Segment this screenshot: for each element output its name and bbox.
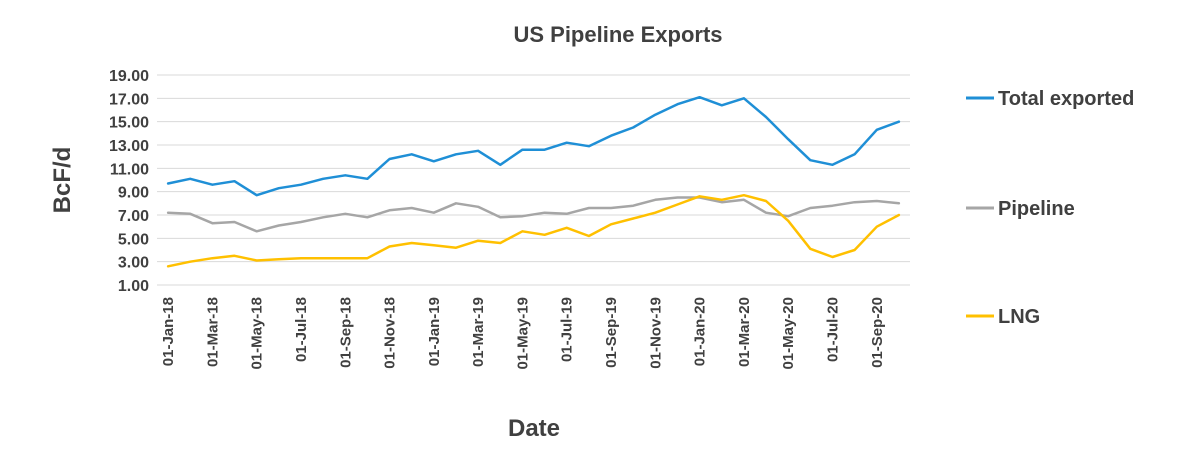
legend: Total exported Pipeline LNG [966, 88, 1134, 328]
x-tick-label: 01-Mar-19 [470, 297, 487, 367]
y-tick-label: 5.00 [118, 231, 149, 248]
x-tick-label: 01-Mar-18 [204, 297, 221, 367]
chart-title: US Pipeline Exports [513, 22, 722, 47]
x-axis-label: Date [508, 415, 560, 442]
x-tick-label: 01-May-19 [514, 297, 531, 370]
gridlines [157, 74, 910, 286]
y-tick-label: 19.00 [109, 68, 149, 85]
x-tick-label: 01-Jul-19 [559, 297, 576, 362]
y-axis-label: BcF/d [49, 147, 76, 214]
y-tick-label: 1.00 [118, 278, 149, 295]
x-tick-label: 01-Jan-18 [160, 297, 177, 366]
series-line-total-exported [166, 95, 901, 197]
legend-label-pipeline: Pipeline [998, 198, 1075, 220]
series-lines [166, 95, 901, 268]
x-tick-label: 01-May-20 [780, 297, 797, 370]
y-tick-label: 17.00 [109, 91, 149, 108]
y-tick-label: 13.00 [109, 138, 149, 155]
x-tick-label: 01-Sep-18 [337, 297, 354, 368]
x-tick-label: 01-Nov-19 [647, 297, 664, 369]
y-tick-label: 3.00 [118, 255, 149, 272]
x-tick-label: 01-Mar-20 [736, 297, 753, 367]
y-tick-label: 9.00 [118, 185, 149, 202]
series-line-lng [166, 193, 901, 268]
x-tick-label: 01-May-18 [249, 297, 266, 370]
legend-label-total-exported: Total exported [998, 88, 1134, 110]
y-tick-label: 7.00 [118, 208, 149, 225]
x-tick-label: 01-Jul-18 [293, 297, 310, 362]
x-tick-label: 01-Jan-20 [692, 297, 709, 366]
y-axis-ticks: 1.00 3.00 5.00 7.00 9.00 11.00 13.00 15.00 17.00… [109, 68, 149, 295]
x-tick-label: 01-Jul-20 [824, 297, 841, 362]
x-tick-label: 01-Nov-18 [382, 297, 399, 369]
legend-label-lng: LNG [998, 306, 1040, 328]
y-tick-label: 11.00 [110, 161, 149, 178]
series-line-pipeline [166, 196, 901, 233]
x-axis-ticks: 01-Jan-18 01-Mar-18 01-May-18 01-Jul-18 01-S… [160, 297, 886, 370]
x-tick-label: 01-Sep-19 [603, 297, 620, 368]
x-tick-label: 01-Sep-20 [869, 297, 886, 368]
y-tick-label: 15.00 [109, 115, 149, 132]
x-tick-label: 01-Jan-19 [426, 297, 443, 366]
